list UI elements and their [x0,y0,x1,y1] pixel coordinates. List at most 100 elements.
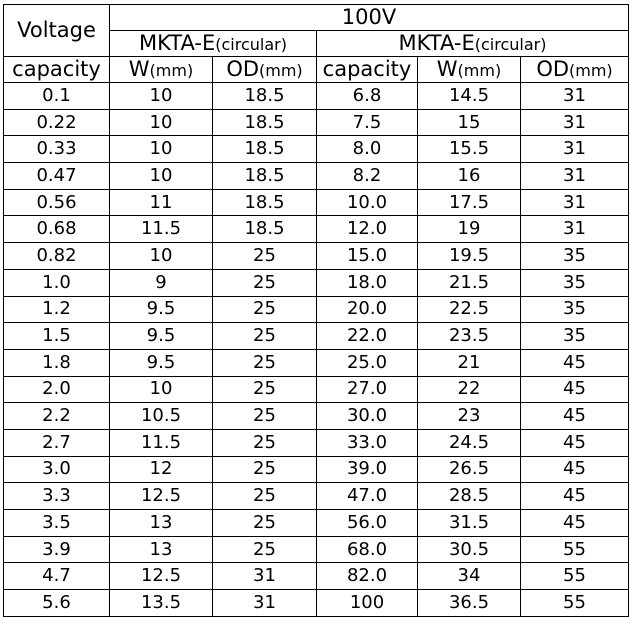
table-row: 2.7 11.5 25 33.0 24.5 45 [3,428,629,457]
od-cell: 18.5 [212,162,317,190]
capacity-cell: 0.33 [3,135,110,164]
capacity-cell: 2.2 [3,402,110,430]
w-cell: 10 [109,162,213,190]
w-cell: 10 [109,135,213,164]
capacity-cell: 1.0 [3,268,110,297]
w-cell: 34 [417,562,521,591]
capacity-cell: 3.0 [3,455,110,484]
table-row: 0.33 10 18.5 8.0 15.5 31 [3,135,629,164]
w-cell: 31.5 [417,509,521,537]
w-cell: 24.5 [417,428,521,457]
od-cell: 45 [520,482,629,510]
capacity-cell: 33.0 [316,428,418,457]
od-cell: 31 [520,108,629,137]
capacity-cell: 20.0 [316,295,418,324]
w-cell: 9.5 [109,348,213,377]
od-cell: 35 [520,242,629,270]
w-column-header: W(mm) [417,56,521,83]
table-row: 3.0 12 25 39.0 26.5 45 [3,455,629,484]
w-cell: 21 [417,348,521,377]
capacity-cell: 22.0 [316,322,418,350]
capacity-cell: 0.68 [3,215,110,244]
od-cell: 55 [520,535,629,564]
capacity-cell: 2.0 [3,375,110,404]
capacity-cell: 15.0 [316,242,418,270]
od-cell: 25 [212,455,317,484]
capacity-column-header: capacity [316,56,418,83]
w-cell: 10 [109,375,213,404]
od-cell: 35 [520,295,629,324]
od-cell: 31 [212,562,317,591]
capacity-cell: 100 [316,589,418,617]
capacity-cell: 47.0 [316,482,418,510]
w-cell: 10 [109,82,213,110]
od-cell: 18.5 [212,108,317,137]
capacity-cell: 1.2 [3,295,110,324]
w-cell: 26.5 [417,455,521,484]
w-cell: 13 [109,509,213,537]
od-cell: 25 [212,535,317,564]
w-cell: 10 [109,108,213,137]
voltage-header: Voltage [3,4,110,57]
w-cell: 9.5 [109,322,213,350]
od-cell: 25 [212,295,317,324]
od-cell: 25 [212,428,317,457]
w-cell: 22 [417,375,521,404]
w-cell: 11 [109,188,213,217]
w-cell: 28.5 [417,482,521,510]
capacity-cell: 0.56 [3,188,110,217]
od-cell: 18.5 [212,215,317,244]
capacity-cell: 1.8 [3,348,110,377]
capacity-cell: 8.0 [316,135,418,164]
table-row: 3.5 13 25 56.0 31.5 45 [3,509,629,537]
table-row: 3.3 12.5 25 47.0 28.5 45 [3,482,629,510]
od-cell: 31 [212,589,317,617]
w-cell: 10.5 [109,402,213,430]
table-row: 0.22 10 18.5 7.5 15 31 [3,108,629,137]
capacity-cell: 68.0 [316,535,418,564]
od-cell: 55 [520,562,629,591]
od-cell: 18.5 [212,82,317,110]
capacity-cell: 5.6 [3,589,110,617]
table-row: 0.1 10 18.5 6.8 14.5 31 [3,82,629,110]
capacity-cell: 3.5 [3,509,110,537]
capacity-cell: 2.7 [3,428,110,457]
table-row: 1.0 9 25 18.0 21.5 35 [3,268,629,297]
w-cell: 23.5 [417,322,521,350]
capacity-cell: 3.9 [3,535,110,564]
capacity-cell: 0.1 [3,82,110,110]
capacity-cell: 7.5 [316,108,418,137]
w-cell: 12.5 [109,562,213,591]
od-column-header: OD(mm) [520,56,629,83]
od-cell: 25 [212,242,317,270]
od-cell: 25 [212,268,317,297]
od-cell: 31 [520,188,629,217]
od-cell: 31 [520,215,629,244]
w-cell: 15.5 [417,135,521,164]
w-cell: 19.5 [417,242,521,270]
w-cell: 17.5 [417,188,521,217]
series-header-left: MKTA-E(circular) [109,30,317,57]
od-cell: 25 [212,509,317,537]
capacity-cell: 8.2 [316,162,418,190]
w-cell: 9 [109,268,213,297]
w-cell: 23 [417,402,521,430]
capacity-cell: 56.0 [316,509,418,537]
series-header-right: MKTA-E(circular) [316,30,629,57]
voltage-group-header: 100V [109,4,629,31]
od-cell: 55 [520,589,629,617]
table-row: 3.9 13 25 68.0 30.5 55 [3,535,629,564]
table-row: 1.5 9.5 25 22.0 23.5 35 [3,322,629,350]
w-cell: 15 [417,108,521,137]
w-cell: 13 [109,535,213,564]
table-row: 0.68 11.5 18.5 12.0 19 31 [3,215,629,244]
od-cell: 31 [520,162,629,190]
od-cell: 45 [520,348,629,377]
od-cell: 45 [520,455,629,484]
capacity-cell: 30.0 [316,402,418,430]
capacitor-spec-table: Voltage 100V MKTA-E(circular) MKTA-E(cir… [3,4,629,617]
w-cell: 12 [109,455,213,484]
od-cell: 31 [520,135,629,164]
table-row: 5.6 13.5 31 100 36.5 55 [3,589,629,617]
capacity-cell: 25.0 [316,348,418,377]
